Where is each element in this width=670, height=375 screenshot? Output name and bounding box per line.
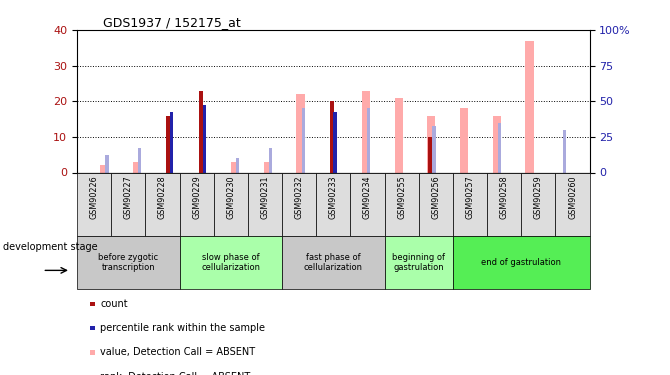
Bar [316, 172, 350, 236]
Bar [521, 172, 555, 236]
Bar [100, 165, 109, 172]
Text: end of gastrulation: end of gastrulation [481, 258, 561, 267]
Text: GSM90259: GSM90259 [534, 176, 543, 219]
Bar [555, 172, 590, 236]
Text: beginning of
gastrulation: beginning of gastrulation [392, 253, 446, 272]
Text: GSM90258: GSM90258 [500, 176, 509, 219]
Text: GSM90231: GSM90231 [261, 176, 269, 219]
Text: development stage: development stage [3, 243, 98, 252]
Bar [395, 98, 403, 172]
Bar [330, 101, 334, 172]
Bar [145, 172, 180, 236]
Bar [180, 236, 282, 289]
Text: GSM90234: GSM90234 [363, 176, 372, 219]
Bar [282, 236, 385, 289]
Bar [419, 172, 453, 236]
Text: GSM90257: GSM90257 [466, 176, 474, 219]
Bar [296, 94, 305, 172]
Bar [166, 116, 170, 172]
Text: slow phase of
cellularization: slow phase of cellularization [201, 253, 261, 272]
Bar [432, 126, 436, 172]
Text: GSM90233: GSM90233 [329, 176, 338, 219]
Text: value, Detection Call = ABSENT: value, Detection Call = ABSENT [100, 348, 255, 357]
Bar [214, 172, 248, 236]
Bar [350, 172, 385, 236]
Text: GDS1937 / 152175_at: GDS1937 / 152175_at [103, 16, 241, 29]
Text: GSM90260: GSM90260 [568, 176, 577, 219]
Text: percentile rank within the sample: percentile rank within the sample [100, 323, 265, 333]
Bar [453, 236, 590, 289]
Text: GSM90255: GSM90255 [397, 176, 406, 219]
Text: GSM90230: GSM90230 [226, 176, 235, 219]
Text: GSM90226: GSM90226 [90, 176, 98, 219]
Text: count: count [100, 299, 128, 309]
Bar [492, 116, 500, 172]
Bar [460, 108, 468, 172]
Bar [362, 91, 370, 172]
Text: GSM90256: GSM90256 [431, 176, 440, 219]
Bar [385, 172, 419, 236]
Bar [133, 162, 141, 172]
Bar [77, 172, 111, 236]
Bar [453, 172, 487, 236]
Bar [269, 148, 272, 172]
Text: rank, Detection Call = ABSENT: rank, Detection Call = ABSENT [100, 372, 251, 375]
Bar [105, 154, 109, 172]
Bar [170, 112, 173, 172]
Text: GSM90228: GSM90228 [158, 176, 167, 219]
Bar [248, 172, 282, 236]
Bar [282, 172, 316, 236]
Bar [199, 91, 203, 172]
Text: before zygotic
transcription: before zygotic transcription [98, 253, 158, 272]
Bar [180, 172, 214, 236]
Bar [498, 123, 501, 172]
Bar [525, 41, 533, 172]
Bar [231, 162, 239, 172]
Bar [427, 137, 431, 172]
Bar [138, 148, 141, 172]
Bar [264, 162, 272, 172]
Bar [111, 172, 145, 236]
Bar [77, 236, 180, 289]
Bar [302, 108, 305, 172]
Bar [367, 108, 371, 172]
Text: GSM90227: GSM90227 [124, 176, 133, 219]
Bar [487, 172, 521, 236]
Bar [333, 112, 336, 172]
Text: GSM90229: GSM90229 [192, 176, 201, 219]
Bar [237, 158, 239, 172]
Bar [563, 130, 566, 172]
Bar [427, 116, 436, 172]
Bar [385, 236, 453, 289]
Bar [202, 105, 206, 172]
Text: GSM90232: GSM90232 [295, 176, 304, 219]
Text: fast phase of
cellularization: fast phase of cellularization [304, 253, 363, 272]
